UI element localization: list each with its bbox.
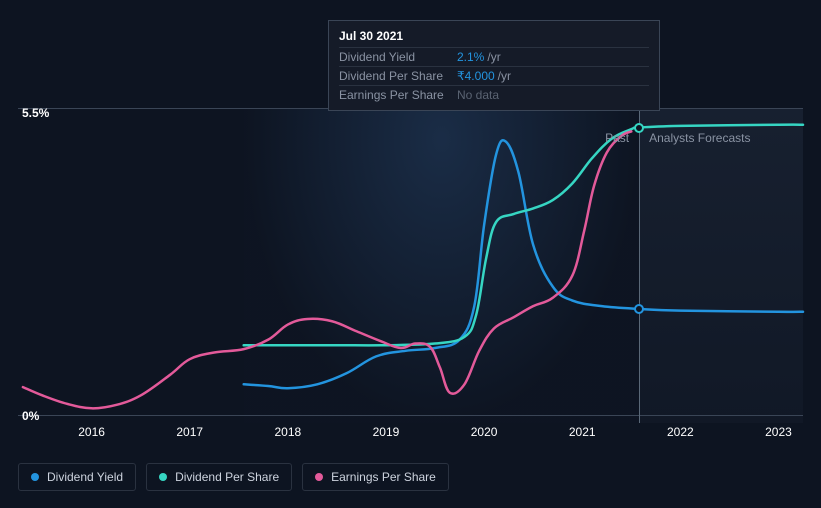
dividend_yield-line (244, 140, 803, 388)
legend-label: Dividend Per Share (175, 470, 279, 484)
legend-item[interactable]: Earnings Per Share (302, 463, 449, 491)
legend-color-dot (31, 473, 39, 481)
past-label: Past (605, 131, 629, 145)
legend-color-dot (159, 473, 167, 481)
chart-tooltip: Jul 30 2021 Dividend Yield2.1%/yrDividen… (328, 20, 660, 111)
tooltip-row-nodata: No data (457, 88, 499, 102)
legend-color-dot (315, 473, 323, 481)
dividend_yield-marker (634, 304, 644, 314)
tooltip-row: Dividend Yield2.1%/yr (339, 47, 649, 66)
forecasts-label: Analysts Forecasts (649, 131, 750, 145)
tooltip-row-label: Earnings Per Share (339, 88, 457, 102)
earnings_per_share-line (23, 131, 631, 408)
legend-label: Dividend Yield (47, 470, 123, 484)
dividend_per_share-marker (634, 123, 644, 133)
legend-item[interactable]: Dividend Yield (18, 463, 136, 491)
tooltip-row-value: ₹4.000 (457, 69, 495, 83)
tooltip-row: Dividend Per Share₹4.000/yr (339, 66, 649, 85)
tooltip-row: Earnings Per ShareNo data (339, 85, 649, 104)
legend-label: Earnings Per Share (331, 470, 436, 484)
forecast-divider-line (639, 100, 640, 423)
legend-item[interactable]: Dividend Per Share (146, 463, 292, 491)
chart-legend: Dividend Yield Dividend Per Share Earnings… (18, 463, 449, 491)
chart-container: 5.5%0% 20162017201820192020202120222023 … (18, 0, 803, 450)
tooltip-row-unit: /yr (498, 69, 511, 83)
tooltip-row-label: Dividend Per Share (339, 69, 457, 83)
tooltip-row-label: Dividend Yield (339, 50, 457, 64)
tooltip-row-value: 2.1% (457, 50, 484, 64)
tooltip-date: Jul 30 2021 (339, 27, 649, 47)
tooltip-row-unit: /yr (487, 50, 500, 64)
